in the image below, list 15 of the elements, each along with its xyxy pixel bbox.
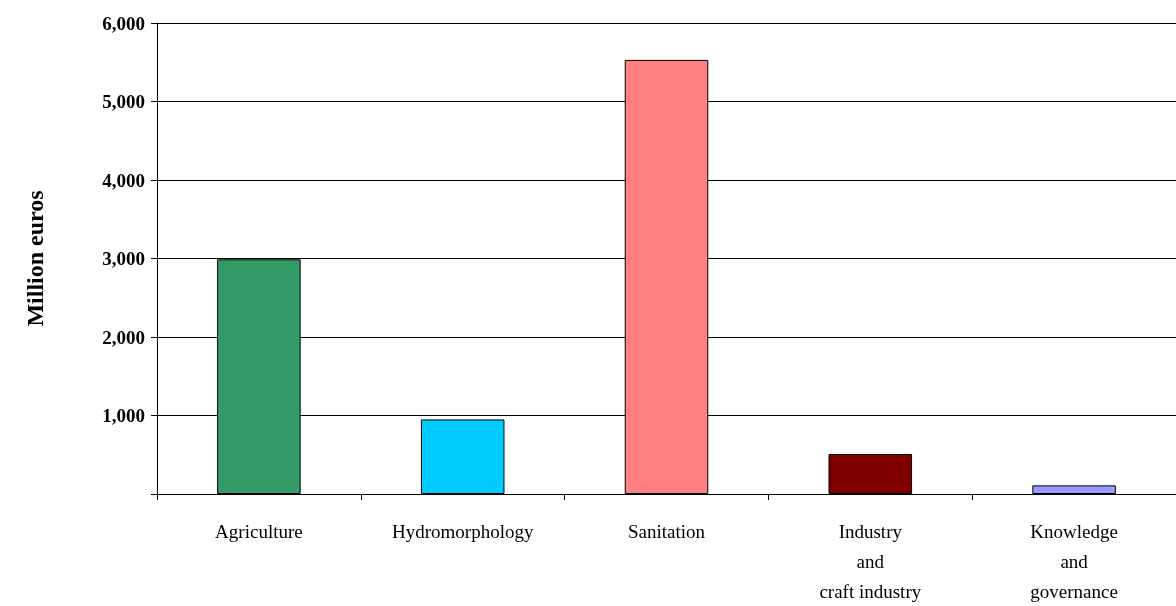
bar [420, 419, 505, 494]
x-tick-label: Hydromorphology [391, 520, 534, 542]
x-tick-label: Industry and craft industry [819, 520, 922, 602]
x-tick-label: Sanitation [627, 520, 706, 542]
y-tick-label: 5,000 [102, 91, 145, 112]
x-tick-label: Agriculture [215, 520, 303, 542]
bar [1032, 485, 1116, 494]
y-tick-label: 3,000 [102, 248, 145, 269]
bar [828, 453, 913, 494]
y-tick-label: 6,000 [102, 12, 145, 34]
y-axis-title: Million euros [22, 190, 48, 327]
x-tick-label: Knowledge and governance [1030, 520, 1118, 602]
y-tick-label: 1,000 [102, 405, 145, 426]
y-tick-label: 2,000 [102, 326, 145, 348]
y-tick-label: 4,000 [102, 169, 145, 191]
